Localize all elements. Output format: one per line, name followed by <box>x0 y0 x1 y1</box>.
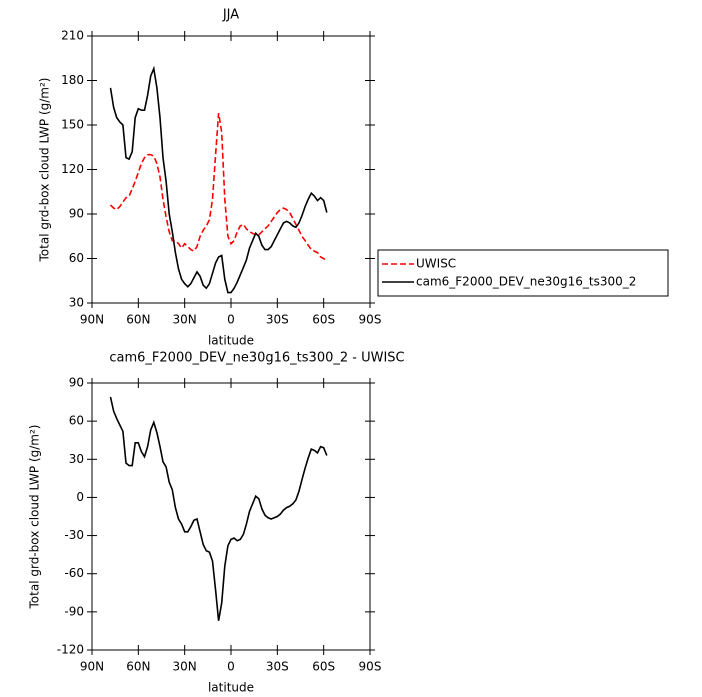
legend-box <box>377 249 669 297</box>
x-axis-label: latitude <box>208 334 254 348</box>
y-tick-label: 0 <box>76 490 84 504</box>
x-tick-label: 30S <box>266 660 289 674</box>
y-tick-label: 120 <box>61 162 84 176</box>
y-tick-label: 30 <box>69 452 84 466</box>
y-tick-label: 210 <box>61 29 84 43</box>
x-tick-label: 60S <box>312 660 335 674</box>
data-line <box>109 65 328 294</box>
x-tick-label: 30N <box>173 313 197 327</box>
data-line <box>109 396 328 621</box>
data-line <box>109 112 328 263</box>
x-tick-label: 30S <box>266 313 289 327</box>
y-axis-label: Total grd-box cloud LWP (g/m²) <box>28 425 42 610</box>
y-tick-label: 90 <box>69 207 84 221</box>
x-tick-label: 90S <box>359 313 382 327</box>
x-tick-label: 60S <box>312 313 335 327</box>
legend-label: UWISC <box>416 257 456 271</box>
y-tick-label: 60 <box>69 251 84 265</box>
x-tick-label: 0 <box>227 660 235 674</box>
x-tick-label: 90S <box>359 660 382 674</box>
plot-frame <box>91 35 371 304</box>
plot-frame <box>91 382 371 651</box>
y-tick-label: -30 <box>64 528 84 542</box>
y-tick-label: -90 <box>64 604 84 618</box>
x-tick-label: 90N <box>80 313 104 327</box>
y-tick-label: -120 <box>57 643 84 657</box>
legend-label: cam6_F2000_DEV_ne30g16_ts300_2 <box>416 275 636 289</box>
x-tick-label: 30N <box>173 660 197 674</box>
chart-title: cam6_F2000_DEV_ne30g16_ts300_2 - UWISC <box>109 351 404 366</box>
x-tick-label: 60N <box>126 313 150 327</box>
y-tick-label: 90 <box>69 376 84 390</box>
x-tick-label: 90N <box>80 660 104 674</box>
y-tick-label: 30 <box>69 296 84 310</box>
y-tick-label: 180 <box>61 73 84 87</box>
y-tick-label: 60 <box>69 414 84 428</box>
x-axis-label: latitude <box>208 681 254 695</box>
y-axis-label: Total grd-box cloud LWP (g/m²) <box>38 78 52 263</box>
x-tick-label: 0 <box>227 313 235 327</box>
y-tick-label: -60 <box>64 566 84 580</box>
x-tick-label: 60N <box>126 660 150 674</box>
chart-title: JJA <box>222 8 239 23</box>
y-tick-label: 150 <box>61 118 84 132</box>
